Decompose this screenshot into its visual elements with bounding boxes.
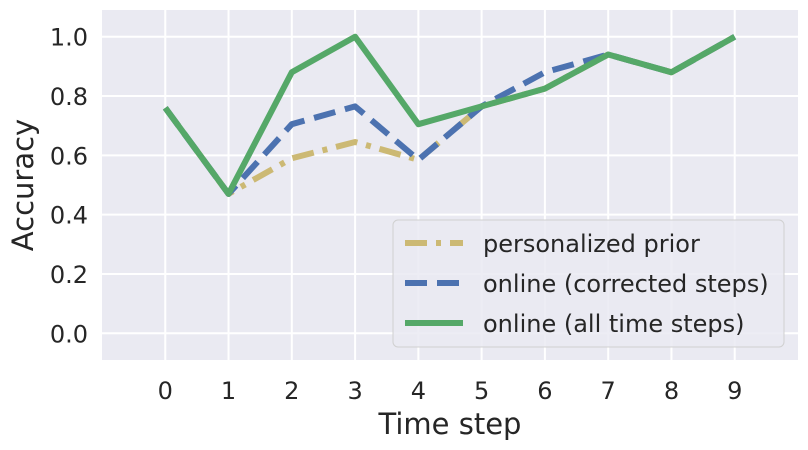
- series-line-1: [162, 34, 737, 197]
- x-tick-label: 9: [727, 377, 742, 405]
- series-lines: [162, 33, 737, 197]
- y-tick-label: 0.6: [50, 142, 88, 170]
- x-tick-label: 1: [221, 377, 236, 405]
- legend-label-2: online (corrected steps): [483, 270, 769, 298]
- y-tick-label: 0.0: [50, 320, 88, 348]
- x-tick-label: 4: [411, 377, 426, 405]
- y-tick-label: 0.8: [50, 83, 88, 111]
- tick-labels: 0.0 0.2 0.4 0.6 0.8 1.0 0 1 2 3 4 5 6 7 8 9: [50, 24, 743, 405]
- x-axis-label: Time step: [378, 407, 522, 441]
- series-line-2: [162, 34, 737, 197]
- x-tick-label: 2: [284, 377, 299, 405]
- y-tick-label: 0.2: [50, 261, 88, 289]
- x-tick-label: 0: [158, 377, 173, 405]
- series-line-3: [162, 33, 737, 197]
- x-tick-label: 7: [601, 377, 616, 405]
- y-axis-label: Accuracy: [6, 119, 40, 251]
- x-tick-label: 5: [474, 377, 489, 405]
- y-tick-label: 1.0: [50, 24, 88, 52]
- legend-label-1: personalized prior: [483, 230, 700, 258]
- x-tick-label: 3: [347, 377, 362, 405]
- legend-label-3: online (all time steps): [483, 310, 745, 338]
- legend: personalized prior online (corrected step…: [392, 219, 785, 348]
- legend-box: [392, 219, 785, 348]
- y-tick-label: 0.4: [50, 202, 88, 230]
- x-tick-label: 6: [537, 377, 552, 405]
- x-tick-label: 8: [664, 377, 679, 405]
